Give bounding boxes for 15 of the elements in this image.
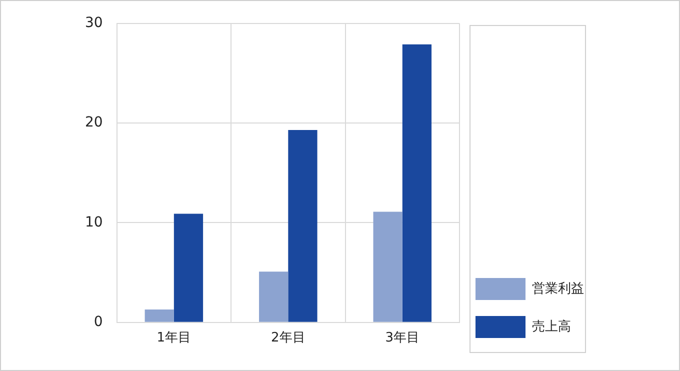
y-tick-label: 20 [84,114,103,131]
x-tick-label: 3年目 [385,330,420,346]
x-tick-label: 2年目 [271,330,306,346]
bar [288,130,318,322]
legend-label: 営業利益 [532,281,584,296]
y-tick-label: 30 [84,15,103,32]
legend-label: 売上高 [532,318,571,334]
x-tick-label: 1年目 [156,330,192,346]
bar [402,44,432,322]
bar [373,212,402,322]
bar [174,214,204,322]
bar [144,309,174,322]
bar [259,272,288,322]
y-tick-label: 10 [84,214,103,230]
y-tick-label: 0 [94,314,103,330]
